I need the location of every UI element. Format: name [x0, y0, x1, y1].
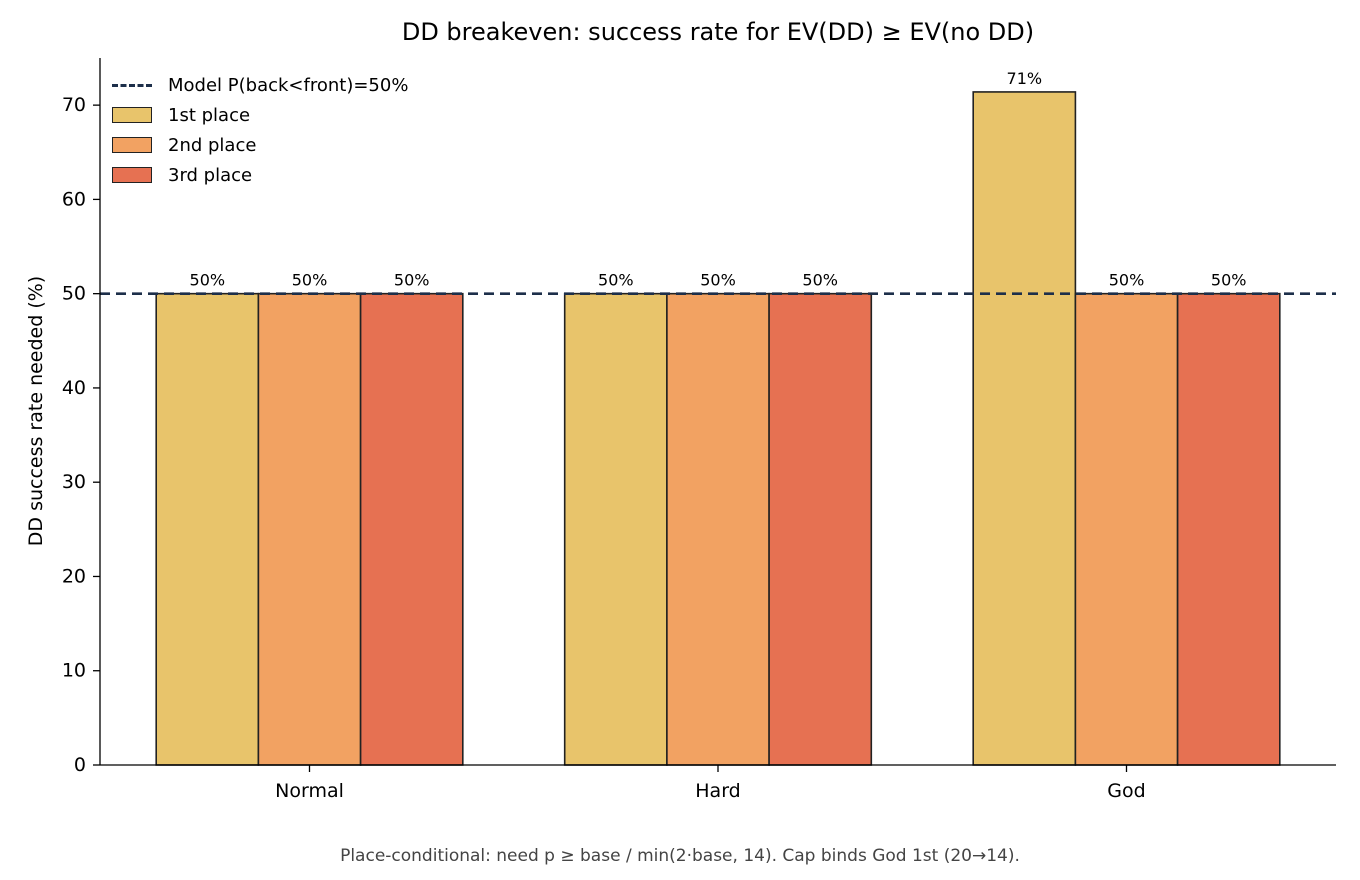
legend-item-3rd-place: 3rd place [112, 160, 408, 190]
legend-label-reference: Model P(back<front)=50% [168, 74, 409, 96]
y-tick-label: 20 [62, 565, 86, 587]
legend-item-reference-line: Model P(back<front)=50% [112, 70, 408, 100]
bar-value-label: 71% [1007, 69, 1043, 88]
y-tick-label: 40 [62, 377, 86, 399]
bar-god-1 [972, 91, 1077, 766]
legend: Model P(back<front)=50% 1st place 2nd pl… [112, 70, 408, 190]
y-tick-label: 0 [74, 754, 86, 776]
legend-dashed-line-icon [112, 83, 152, 87]
bar-normal-2 [257, 292, 362, 766]
bar-value-label: 50% [598, 271, 634, 290]
y-tick-label: 30 [62, 471, 86, 493]
bar-normal-3 [359, 292, 464, 766]
bar-value-label: 50% [292, 271, 328, 290]
bar-hard-3 [768, 292, 873, 766]
x-tick-label: Hard [695, 780, 740, 802]
bar-normal-1 [155, 292, 260, 766]
legend-swatch-3rd-place [112, 167, 152, 183]
bar-hard-1 [563, 292, 668, 766]
y-axis-label: DD success rate needed (%) [25, 275, 47, 547]
legend-swatch-2nd-place [112, 137, 152, 153]
legend-label-1st-place: 1st place [168, 104, 251, 126]
legend-label-2nd-place: 2nd place [168, 134, 257, 156]
y-tick-label: 10 [62, 660, 86, 682]
y-tick-label: 60 [62, 188, 86, 210]
bar-god-3 [1176, 292, 1281, 766]
legend-label-3rd-place: 3rd place [168, 164, 253, 186]
legend-item-1st-place: 1st place [112, 100, 408, 130]
bar-value-label: 50% [802, 271, 838, 290]
bar-hard-2 [666, 292, 770, 766]
x-tick-label: Normal [275, 780, 344, 802]
legend-swatch-1st-place [112, 107, 152, 123]
y-tick-label: 50 [62, 283, 86, 305]
legend-item-2nd-place: 2nd place [112, 130, 408, 160]
bar-value-label: 50% [190, 271, 226, 290]
bar-value-label: 50% [1211, 271, 1247, 290]
bar-value-label: 50% [1109, 271, 1145, 290]
y-tick-label: 70 [62, 94, 86, 116]
bar-value-label: 50% [394, 271, 430, 290]
bar-god-2 [1074, 292, 1179, 766]
chart-caption: Place-conditional: need p ≥ base / min(2… [340, 846, 1020, 866]
x-tick-label: God [1107, 780, 1145, 802]
chart-title: DD breakeven: success rate for EV(DD) ≥ … [401, 18, 1035, 46]
bar-value-label: 50% [700, 271, 736, 290]
